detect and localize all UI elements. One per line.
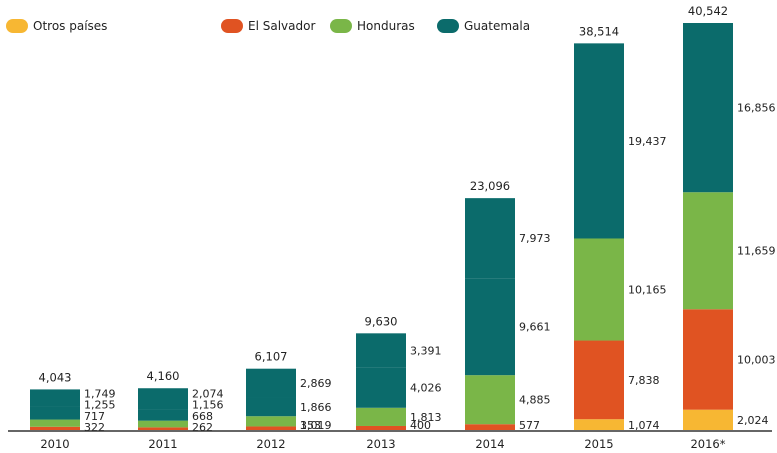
bar-total-label: 9,630 <box>365 314 398 328</box>
segment-value-label: 717 <box>84 410 105 423</box>
segment-value-label: 353 <box>300 419 321 432</box>
segment-value-label: 4,885 <box>519 394 551 407</box>
bar-total-label: 4,043 <box>39 370 72 384</box>
bar-segment-honduras-2010 <box>30 419 80 427</box>
legend-item-honduras: Honduras <box>330 14 415 38</box>
segment-value-label: 19,437 <box>628 135 667 148</box>
bar-segment-guatemala-2010 <box>30 406 80 420</box>
bar-segment-honduras-2012 <box>246 416 296 427</box>
bar-segment-el-salvador-2010 <box>30 426 80 430</box>
segment-value-label: 2,024 <box>737 414 769 427</box>
bar-segment-guatemala-top-2010 <box>30 389 80 407</box>
bar-segment-guatemala-2011 <box>138 409 188 421</box>
bar-total-label: 6,107 <box>255 350 288 364</box>
segment-value-label: 16,856 <box>737 102 776 115</box>
bar-segment-guatemala-top-2011 <box>138 388 188 410</box>
bar-segment-honduras-2015 <box>574 238 624 341</box>
legend-item-el-salvador: El Salvador <box>221 14 315 38</box>
bar-segment-el-salvador-2013 <box>356 425 406 430</box>
segment-value-label: 668 <box>192 410 213 423</box>
legend-label: Honduras <box>357 19 415 33</box>
x-tick-label: 2011 <box>148 437 177 451</box>
legend-item-guatemala: Guatemala <box>437 14 530 38</box>
segment-value-label: 577 <box>519 419 540 432</box>
segment-value-label: 322 <box>84 421 105 434</box>
bar-segment-el-salvador-2016 <box>683 309 733 410</box>
segment-value-label: 1,156 <box>192 399 224 412</box>
bar-segment-honduras-2014 <box>465 375 515 425</box>
bar-segment-guatemala-2012 <box>246 397 296 417</box>
bar-total-label: 23,096 <box>470 179 510 193</box>
segment-value-label: 2,074 <box>192 387 224 400</box>
x-tick-label: 2014 <box>475 437 504 451</box>
legend-swatch <box>221 19 243 33</box>
bar-segment-guatemala-top-2014 <box>465 198 515 279</box>
segment-value-label: 1,019 <box>300 419 332 432</box>
x-tick-label: 2013 <box>366 437 395 451</box>
bar-segment-otros-2015 <box>574 419 624 430</box>
bar-segment-guatemala-2013 <box>356 367 406 408</box>
segment-value-label: 400 <box>410 419 431 432</box>
x-tick-label: 2012 <box>256 437 285 451</box>
bar-segment-guatemala-top-2013 <box>356 333 406 368</box>
bar-segment-honduras-2011 <box>138 420 188 428</box>
segment-value-label: 1,813 <box>410 411 442 424</box>
legend-swatch <box>437 19 459 33</box>
legend-label: El Salvador <box>248 19 316 33</box>
bar-total-label: 4,160 <box>147 369 180 383</box>
segment-value-label: 1,749 <box>84 387 116 400</box>
segment-value-label: 2,869 <box>300 377 332 390</box>
bar-segment-el-salvador-2015 <box>574 340 624 420</box>
segment-value-label: 7,838 <box>628 374 660 387</box>
x-tick-label: 2010 <box>40 437 69 451</box>
segment-value-label: 10,165 <box>628 284 667 297</box>
legend-label: Guatemala <box>464 19 531 33</box>
segment-value-label: 262 <box>192 421 213 434</box>
bar-segment-guatemala-2016 <box>683 23 733 193</box>
bar-segment-guatemala-top-2012 <box>246 368 296 398</box>
bar-segment-el-salvador-2012 <box>246 426 296 430</box>
bar-segment-honduras-2016 <box>683 192 733 310</box>
legend-swatch <box>6 19 28 33</box>
bars-group <box>30 23 733 430</box>
x-tick-label: 2015 <box>584 437 613 451</box>
labels-group: 4,0433227171,2551,7494,1602626681,1562,0… <box>39 4 776 434</box>
bar-total-label: 38,514 <box>579 24 619 38</box>
bar-segment-honduras-2013 <box>356 407 406 426</box>
legend-label: Otros países <box>33 19 108 33</box>
bar-segment-el-salvador-2011 <box>138 427 188 430</box>
segment-value-label: 9,661 <box>519 321 551 334</box>
segment-value-label: 3,391 <box>410 344 442 357</box>
segment-value-label: 7,973 <box>519 232 551 245</box>
x-tick-labels: 2010 2011 2012 2013 2014 2015 2016* <box>40 437 725 451</box>
bar-segment-guatemala-2015 <box>574 43 624 239</box>
segment-value-label: 1,255 <box>84 399 116 412</box>
bar-segment-el-salvador-2014 <box>465 424 515 430</box>
legend-swatch <box>330 19 352 33</box>
x-tick-label: 2016* <box>690 437 725 451</box>
segment-value-label: 1,074 <box>628 419 660 432</box>
bar-segment-guatemala-2014 <box>465 278 515 376</box>
segment-value-label: 1,866 <box>300 401 332 414</box>
segment-value-label: 4,026 <box>410 382 442 395</box>
bar-total-label: 40,542 <box>688 4 728 18</box>
bar-segment-otros-2016 <box>683 409 733 430</box>
segment-value-label: 10,003 <box>737 353 776 366</box>
legend-item-otros: Otros países <box>6 14 107 38</box>
legend: Otros países El Salvador Honduras Guatem… <box>0 14 777 38</box>
segment-value-label: 11,659 <box>737 245 776 258</box>
